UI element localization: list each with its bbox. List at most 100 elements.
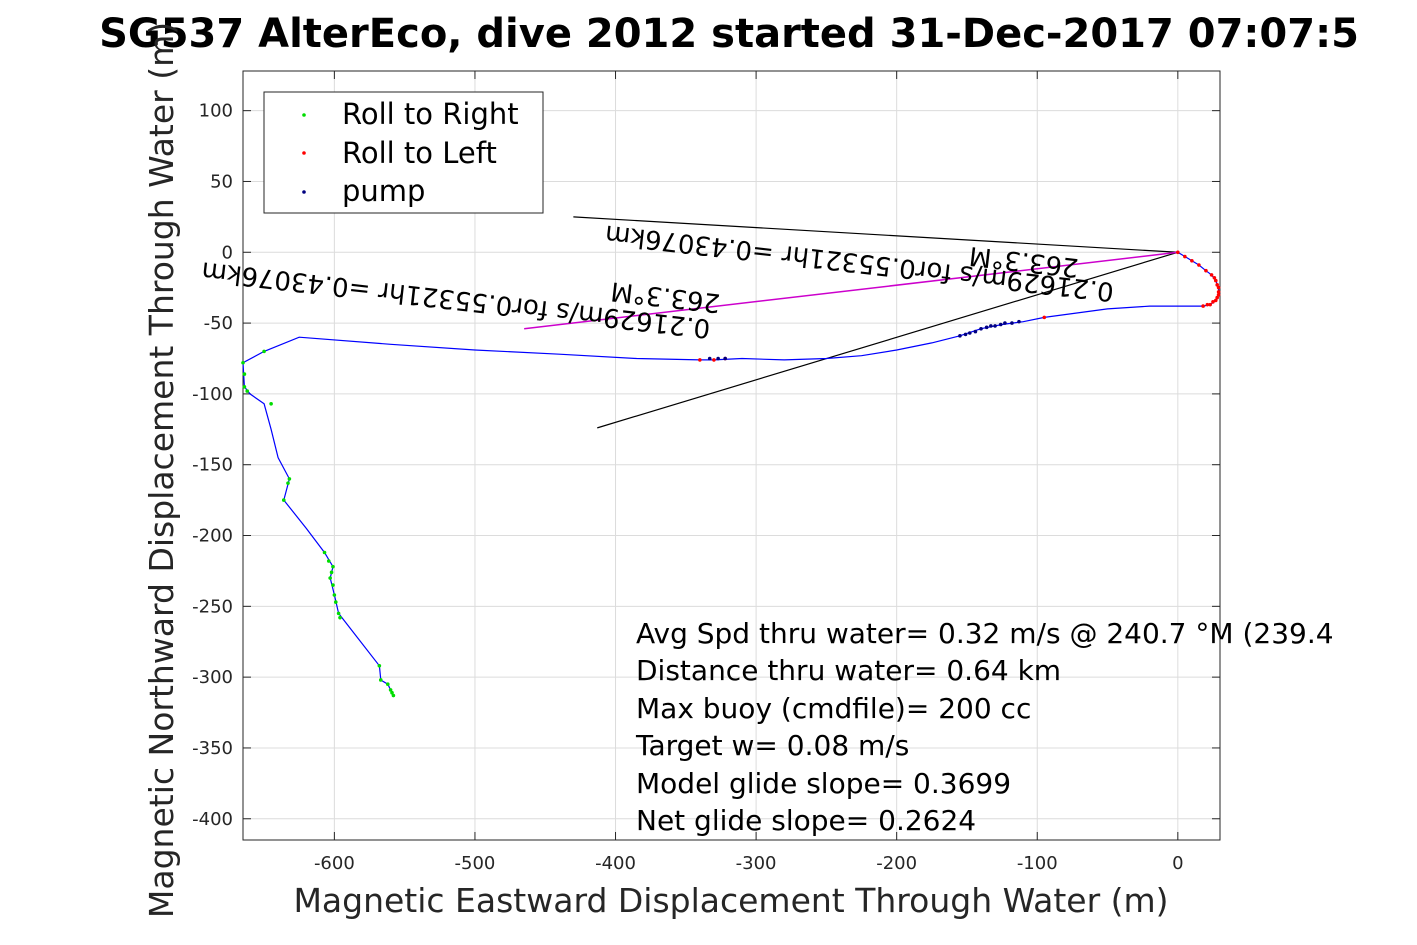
- x-tick-label: -200: [876, 853, 917, 874]
- roll-left-point: [698, 358, 702, 362]
- roll-right-point: [388, 688, 393, 692]
- roll-right-point: [332, 593, 337, 597]
- x-tick-label: -600: [314, 853, 355, 874]
- roll-right-point: [331, 583, 335, 587]
- roll-left-point: [712, 358, 716, 362]
- grid-lines: [243, 71, 1220, 840]
- roll-right-point: [390, 690, 394, 695]
- roll-right-point: [328, 576, 332, 580]
- roll-right-point: [269, 402, 273, 406]
- legend-marker-pump: [302, 190, 306, 194]
- roll-right-point: [286, 481, 290, 485]
- legend-marker-roll-left: [302, 151, 306, 155]
- pump-point: [993, 324, 997, 328]
- roll-left-point: [1190, 258, 1194, 263]
- roll-left-point: [1176, 250, 1180, 255]
- roll-left-point: [1201, 304, 1205, 308]
- pump-point: [723, 356, 727, 361]
- annotation-layer: 263.3°M0.21629m/s for0.55321hr =0.43076k…: [200, 219, 1115, 344]
- y-tick-label: 50: [210, 171, 233, 192]
- roll-left-point: [1216, 285, 1221, 290]
- y-tick-label: -400: [192, 809, 233, 830]
- roll-right-point: [338, 615, 342, 620]
- roll-right-point: [262, 349, 266, 354]
- x-tick-label: 0: [1172, 853, 1183, 874]
- current-vector-line: [524, 251, 1178, 330]
- stat-model-glide-slope: Model glide slope= 0.3699: [636, 767, 1011, 800]
- y-tick-label: -250: [192, 596, 233, 617]
- roll-right-point: [241, 360, 245, 365]
- legend-marker-roll-right: [302, 113, 306, 117]
- roll-left-point: [1212, 275, 1217, 280]
- pump-point: [989, 324, 993, 328]
- roll-left-point: [1213, 298, 1218, 303]
- y-tick-label: -200: [192, 526, 233, 547]
- pump-point: [716, 356, 720, 361]
- roll-left-point: [1042, 315, 1047, 320]
- roll-right-point: [377, 664, 382, 668]
- y-tick-label: -150: [192, 455, 233, 476]
- legend-entry-roll-right: Roll to Right: [342, 97, 519, 131]
- pump-point: [973, 329, 978, 334]
- roll-right-point: [333, 600, 338, 604]
- roll-left-point: [1213, 278, 1218, 283]
- x-tick-label: -500: [455, 853, 496, 874]
- roll-left-point: [1205, 302, 1210, 307]
- stat-max-buoy: Max buoy (cmdfile)= 200 cc: [636, 692, 1031, 725]
- y-axis-label: Magnetic Northward Displacement Through …: [142, 22, 181, 918]
- stat-target-w: Target w= 0.08 m/s: [635, 729, 909, 762]
- pump-point: [967, 331, 972, 335]
- pump-point: [1010, 321, 1014, 325]
- heading-lines: [524, 216, 1179, 429]
- axis-ticks: -600 -500 -400 -300 -200 -100 0 100 50 0 -50 -100 -1…: [192, 71, 1220, 874]
- points-layer: [241, 250, 1221, 698]
- legend: Roll to Right Roll to Left pump: [263, 91, 544, 214]
- roll-left-point: [1216, 290, 1221, 294]
- y-tick-label: -100: [192, 384, 233, 405]
- y-tick-label: -50: [204, 313, 233, 334]
- roll-right-point: [326, 559, 331, 563]
- heading-line: [597, 251, 1179, 429]
- x-tick-label: -400: [595, 853, 636, 874]
- stat-distance: Distance thru water= 0.64 km: [636, 654, 1061, 687]
- roll-left-point: [1215, 295, 1219, 300]
- roll-right-point: [281, 498, 286, 502]
- x-tick-label: -300: [736, 853, 777, 874]
- x-axis-label: Magnetic Eastward Displacement Through W…: [293, 881, 1168, 920]
- pump-point: [984, 325, 989, 330]
- heading-line: [573, 216, 1178, 253]
- roll-left-point: [1183, 254, 1187, 259]
- roll-left-point: [1204, 268, 1208, 273]
- pump-point: [1017, 319, 1021, 324]
- stat-net-glide-slope: Net glide slope= 0.2624: [636, 804, 976, 837]
- roll-right-point: [385, 682, 390, 687]
- roll-right-point: [336, 611, 341, 616]
- pump-point: [707, 356, 712, 361]
- roll-left-point: [1209, 273, 1214, 277]
- y-tick-label: -300: [192, 667, 233, 688]
- pump-point: [979, 326, 983, 331]
- axes-frame: [242, 70, 1221, 841]
- roll-right-point: [322, 550, 327, 555]
- roll-left-point: [1211, 300, 1215, 304]
- roll-right-point: [287, 477, 292, 481]
- pump-point: [958, 334, 962, 338]
- roll-right-point: [378, 678, 383, 682]
- roll-right-point: [242, 372, 247, 376]
- chart-title: SG537 AlterEco, dive 2012 started 31-Dec…: [99, 11, 1359, 57]
- legend-entry-pump: pump: [342, 174, 425, 208]
- y-tick-label: 0: [222, 242, 233, 263]
- y-tick-label: -350: [192, 738, 233, 759]
- roll-right-point: [331, 564, 335, 569]
- legend-entry-roll-left: Roll to Left: [342, 136, 497, 170]
- stat-avg-speed: Avg Spd thru water= 0.32 m/s @ 240.7 °M …: [636, 617, 1334, 650]
- pump-point: [998, 322, 1003, 327]
- roll-right-point: [245, 389, 250, 393]
- roll-left-point: [1208, 302, 1212, 307]
- stats-block: Avg Spd thru water= 0.32 m/s @ 240.7 °M …: [635, 617, 1334, 837]
- roll-right-point: [329, 570, 334, 575]
- pump-point: [1003, 321, 1007, 325]
- roll-right-point: [242, 385, 247, 389]
- roll-left-point: [1197, 263, 1201, 267]
